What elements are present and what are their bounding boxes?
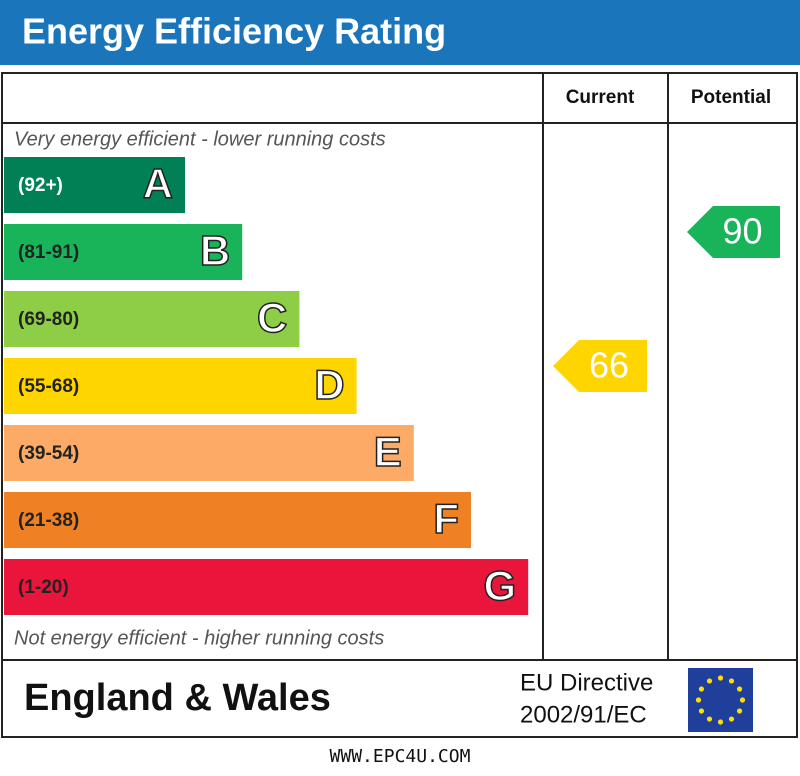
eu-stars — [695, 675, 746, 725]
bottom-note: Not energy efficient - higher running co… — [14, 627, 384, 649]
band-letter: G — [484, 562, 517, 609]
directive: EU Directive — [520, 669, 653, 696]
band-range: (81-91) — [18, 242, 79, 263]
band-letter: E — [374, 428, 402, 475]
directive: 2002/91/EC — [520, 701, 647, 728]
eu-star — [717, 675, 724, 681]
footer-url: WWW.EPC4U.COM — [330, 746, 471, 767]
band-letter: A — [143, 160, 173, 207]
eu-star — [706, 678, 713, 684]
eu-star — [736, 708, 743, 714]
eu-star — [706, 716, 713, 722]
rating-value: 90 — [722, 211, 762, 252]
band — [4, 157, 185, 213]
region: England & Wales — [24, 677, 331, 719]
rating-value: 66 — [589, 345, 629, 386]
eu-star — [717, 719, 724, 725]
band — [4, 291, 300, 347]
band — [4, 224, 243, 280]
eu-star — [698, 686, 705, 692]
rating-arrow — [687, 206, 780, 258]
band-range: (55-68) — [18, 376, 79, 397]
band-letter: C — [257, 294, 287, 341]
band — [4, 559, 529, 615]
band-letter: D — [314, 361, 344, 408]
eu-star — [739, 697, 746, 703]
band — [4, 358, 357, 414]
title-bar — [0, 0, 800, 65]
eu-star — [736, 686, 743, 692]
band — [4, 492, 471, 548]
band-letter: B — [200, 227, 230, 274]
band-range: (21-38) — [18, 510, 79, 531]
band-range: (92+) — [18, 175, 63, 196]
eu-star — [695, 697, 702, 703]
eu-star — [698, 708, 705, 714]
band — [4, 425, 414, 481]
band-range: (69-80) — [18, 309, 79, 330]
title: Energy Efficiency Rating — [22, 11, 446, 52]
rating-arrow — [553, 340, 647, 392]
band-range: (39-54) — [18, 443, 79, 464]
eu-star — [728, 716, 735, 722]
band-range: (1-20) — [18, 577, 69, 598]
column-header: Current — [566, 87, 635, 108]
frame — [1, 72, 798, 738]
top-note: Very energy efficient - lower running co… — [14, 128, 386, 150]
column-header: Potential — [691, 87, 771, 108]
band-letter: F — [433, 495, 459, 542]
eu-star — [728, 678, 735, 684]
